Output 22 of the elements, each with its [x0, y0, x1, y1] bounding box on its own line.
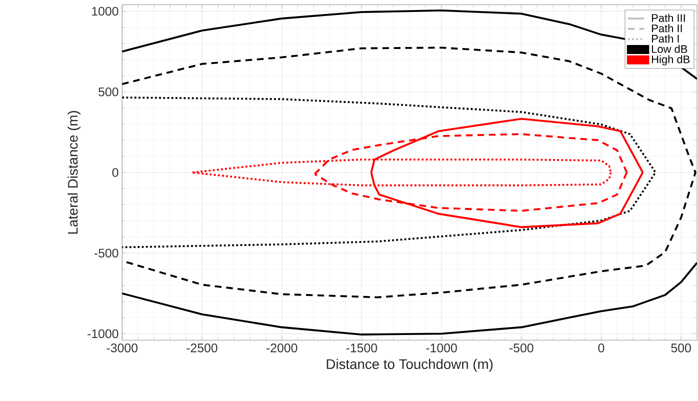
legend-label: Path II [652, 24, 682, 32]
x-tick-label: -500 [510, 343, 534, 352]
x-tick-label: -2500 [186, 343, 218, 352]
legend-label: Path III [652, 14, 685, 22]
x-tick-label: -1500 [346, 343, 378, 352]
line-series [122, 96, 656, 248]
y-tick-label: 1000 [92, 6, 118, 16]
legend-label: High dB [652, 54, 690, 66]
x-tick-label: 0 [598, 343, 604, 352]
y-tick-label: 500 [98, 87, 118, 96]
legend-label: Low dB [652, 44, 688, 53]
legend-label: Path I [652, 34, 679, 42]
x-tick-label: -1000 [426, 343, 457, 352]
y-tick-label: -1000 [88, 329, 118, 338]
x-tick-label: 500 [671, 343, 691, 352]
x-tick-label: -2000 [266, 343, 298, 352]
y-tick-label: 0 [112, 168, 118, 177]
y-tick-label: -500 [94, 248, 118, 258]
y-axis-title: Lateral Distance (m) [68, 110, 80, 234]
x-tick-label: -3000 [106, 343, 138, 352]
x-axis-title: Distance to Touchdown (m) [326, 358, 493, 372]
line-series [122, 46, 696, 298]
